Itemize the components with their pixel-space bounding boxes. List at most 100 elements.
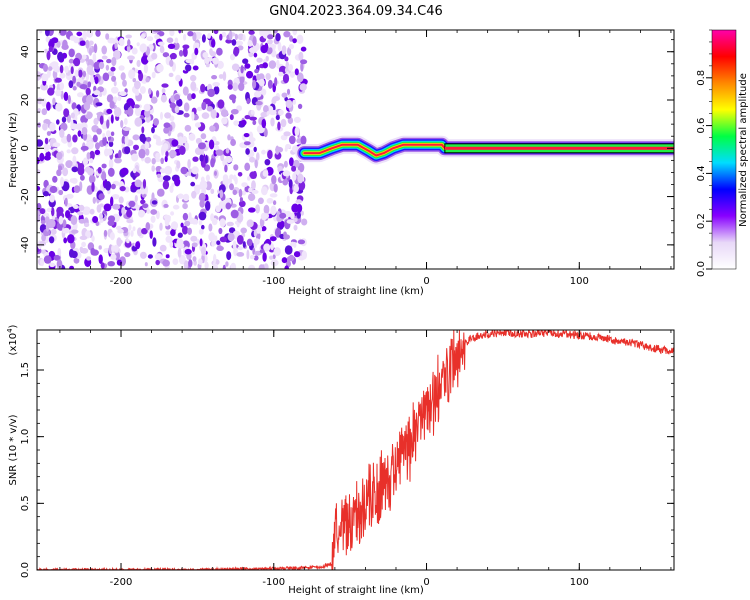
noise-speck	[214, 170, 217, 176]
noise-speck	[110, 131, 115, 137]
noise-speck	[106, 119, 110, 129]
noise-speck	[210, 157, 215, 168]
signal-trace	[295, 135, 674, 165]
noise-speck	[201, 246, 207, 257]
noise-speck	[216, 60, 224, 69]
noise-speck	[262, 62, 269, 69]
noise-speck	[239, 76, 245, 84]
noise-speck	[59, 82, 65, 90]
noise-speck	[116, 237, 122, 247]
noise-speck	[121, 207, 126, 216]
noise-speck	[72, 75, 76, 84]
noise-speck	[110, 66, 116, 72]
noise-speck	[65, 210, 71, 219]
noise-speck	[256, 57, 263, 63]
x-tick-label: 0	[423, 577, 429, 588]
noise-speck	[288, 254, 295, 262]
noise-speck	[147, 254, 153, 259]
noise-speck	[272, 200, 277, 206]
noise-speck	[165, 230, 171, 236]
noise-speck	[57, 51, 64, 62]
noise-speck	[134, 172, 140, 177]
noise-speck	[84, 166, 91, 173]
noise-speck	[139, 86, 146, 94]
noise-speck	[244, 115, 251, 120]
noise-speck	[39, 30, 43, 34]
noise-speck	[229, 114, 234, 121]
noise-speck	[198, 258, 203, 266]
noise-speck	[81, 241, 86, 248]
noise-speck	[140, 199, 146, 205]
noise-speck	[123, 118, 128, 125]
noise-speck	[126, 239, 130, 244]
noise-speck	[74, 69, 79, 78]
noise-speck	[248, 264, 256, 269]
noise-speck	[190, 74, 197, 82]
noise-speck	[63, 237, 68, 244]
noise-speck	[242, 34, 246, 42]
noise-speck	[183, 102, 190, 112]
noise-speck	[154, 34, 160, 40]
noise-speck	[275, 33, 281, 42]
noise-speck	[296, 34, 304, 44]
noise-speck	[266, 111, 270, 116]
noise-speck	[134, 107, 142, 117]
noise-speck	[178, 145, 186, 155]
noise-speck	[264, 159, 271, 166]
noise-speck	[166, 37, 174, 43]
noise-speck	[107, 220, 115, 226]
noise-speck	[207, 33, 212, 39]
noise-speck	[40, 220, 46, 225]
noise-speck	[144, 262, 148, 267]
noise-speck	[124, 252, 131, 258]
noise-speck	[99, 213, 103, 220]
noise-speck	[71, 102, 77, 110]
signal-band	[303, 143, 674, 157]
noise-speck	[183, 260, 189, 269]
noise-speck	[273, 30, 278, 34]
noise-speck	[282, 170, 291, 177]
noise-speck	[150, 209, 158, 215]
noise-speck	[56, 119, 60, 125]
spectrogram-axes-frame	[36, 29, 675, 270]
snr-ylabel: SNR (10 * v/v)	[8, 414, 19, 485]
noise-speck	[102, 72, 110, 82]
noise-speck	[240, 227, 247, 234]
y-tick-label: 0	[20, 145, 31, 151]
spectrogram-ylabel: Frequency (Hz)	[8, 112, 19, 188]
noise-speck	[246, 249, 250, 260]
noise-speck	[42, 123, 48, 131]
noise-speck	[275, 114, 280, 121]
noise-speck	[214, 145, 220, 151]
noise-speck	[52, 142, 61, 148]
noise-speck	[52, 97, 56, 106]
noise-speck	[283, 160, 288, 168]
noise-speck	[254, 159, 258, 169]
noise-speck	[178, 50, 184, 57]
noise-speck	[151, 52, 158, 60]
noise-speck	[300, 210, 304, 216]
noise-speck	[69, 265, 74, 269]
noise-speck	[255, 152, 260, 161]
noise-speck	[131, 47, 138, 55]
noise-speck	[98, 61, 105, 70]
noise-speck	[165, 254, 170, 259]
noise-speck	[263, 263, 269, 269]
noise-speck	[146, 36, 154, 42]
noise-speck	[106, 94, 114, 103]
noise-speck	[81, 127, 88, 135]
noise-speck	[70, 215, 78, 226]
noise-speck	[180, 166, 188, 175]
noise-speck	[59, 30, 67, 36]
noise-speck	[270, 205, 277, 216]
noise-speck	[261, 118, 267, 129]
noise-speck	[67, 94, 71, 104]
noise-speck	[182, 47, 188, 57]
noise-speck	[211, 240, 216, 247]
spectrogram-xlabel: Height of straight line (km)	[288, 286, 424, 297]
noise-speck	[296, 72, 304, 83]
noise-speck	[110, 183, 116, 190]
noise-speck	[47, 66, 53, 71]
noise-speck	[95, 30, 101, 37]
noise-speck	[88, 40, 94, 46]
